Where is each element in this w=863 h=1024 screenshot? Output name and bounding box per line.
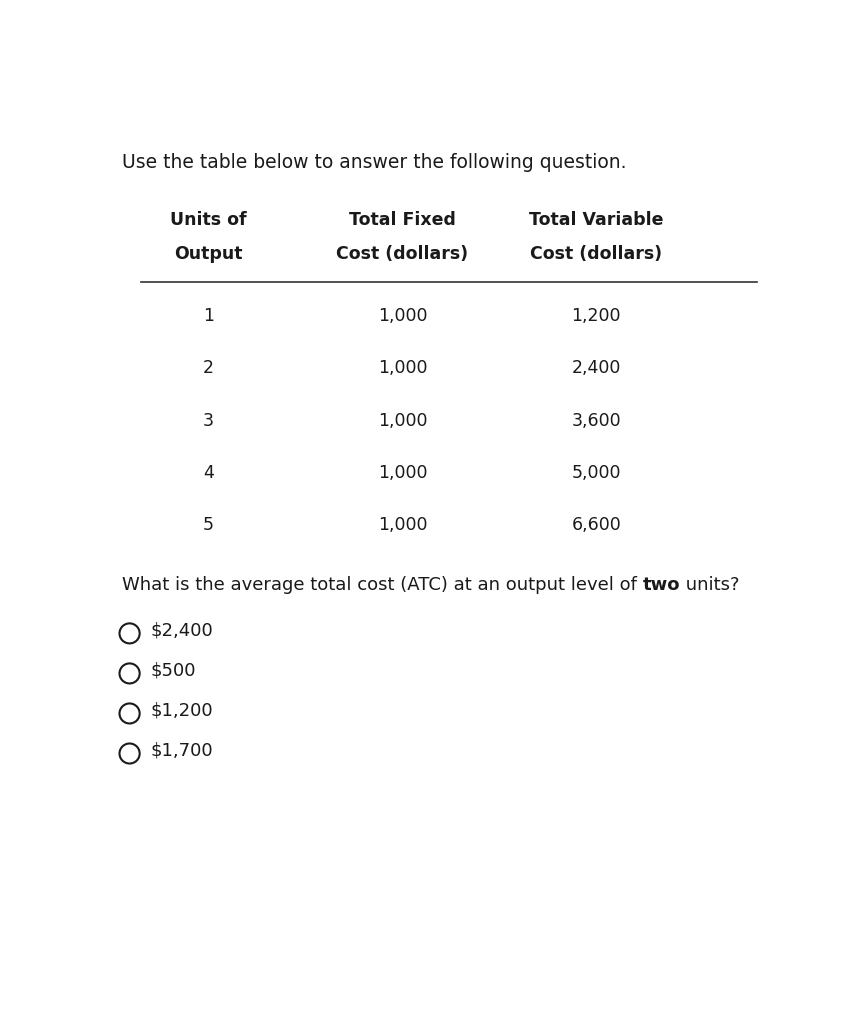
Text: units?: units? — [680, 577, 740, 594]
Text: Cost (dollars): Cost (dollars) — [337, 246, 469, 263]
Text: 5,000: 5,000 — [571, 464, 620, 482]
Text: 3,600: 3,600 — [571, 412, 621, 430]
Text: 5: 5 — [203, 516, 214, 535]
Text: 1,000: 1,000 — [378, 307, 427, 325]
Text: 1: 1 — [203, 307, 214, 325]
Text: 4: 4 — [203, 464, 214, 482]
Text: $1,200: $1,200 — [150, 701, 213, 720]
Text: two: two — [642, 577, 680, 594]
Text: $2,400: $2,400 — [150, 622, 213, 639]
Text: 2: 2 — [203, 359, 214, 377]
Text: Cost (dollars): Cost (dollars) — [530, 246, 662, 263]
Text: 1,000: 1,000 — [378, 359, 427, 377]
Text: Output: Output — [174, 246, 243, 263]
Text: 1,000: 1,000 — [378, 516, 427, 535]
Text: Units of: Units of — [170, 211, 247, 228]
Text: 3: 3 — [203, 412, 214, 430]
Text: Total Variable: Total Variable — [529, 211, 664, 228]
Text: 6,600: 6,600 — [571, 516, 621, 535]
Text: 1,000: 1,000 — [378, 464, 427, 482]
Text: Total Fixed: Total Fixed — [349, 211, 456, 228]
Text: $500: $500 — [150, 662, 196, 679]
Text: What is the average total cost (ATC) at an output level of: What is the average total cost (ATC) at … — [122, 577, 642, 594]
Text: 2,400: 2,400 — [571, 359, 620, 377]
Text: $1,700: $1,700 — [150, 741, 213, 760]
Text: 1,200: 1,200 — [571, 307, 620, 325]
Text: 1,000: 1,000 — [378, 412, 427, 430]
Text: Use the table below to answer the following question.: Use the table below to answer the follow… — [122, 153, 627, 172]
